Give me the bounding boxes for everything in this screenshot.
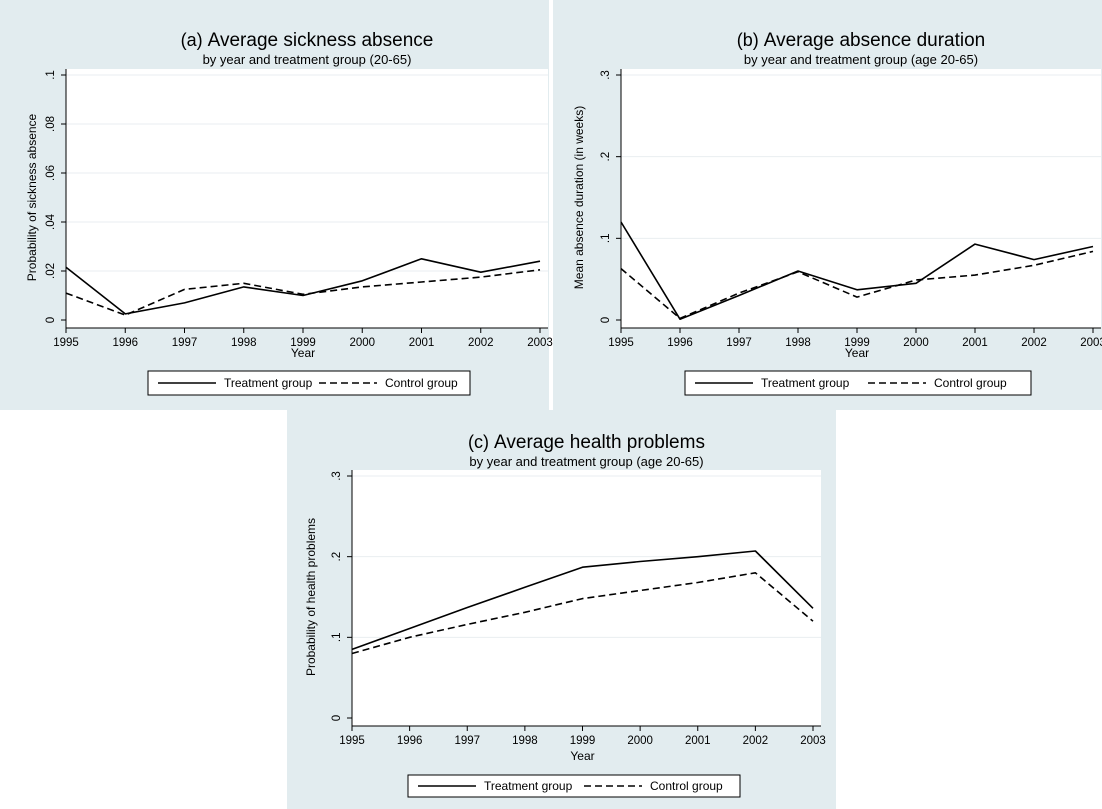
y-tick-label: 0 [45,317,57,323]
y-tick-label: .04 [45,213,57,230]
chart-title-prefix: (b) [737,30,759,50]
x-tick-label: 1995 [53,337,79,349]
chart-title-prefix: (a) [181,30,203,50]
x-tick-label: 1998 [512,735,538,747]
chart-title-prefix: (c) [468,432,489,452]
y-tick-label: 0 [600,317,612,323]
y-tick-label: .3 [600,70,612,80]
y-tick-label: .3 [331,471,343,481]
y-tick-label: .1 [45,70,57,80]
x-tick-label: 1999 [844,337,870,349]
y-tick-label: .08 [45,116,57,132]
chart-title-text: Average absence duration [764,30,985,51]
y-axis-label: Probability of health problems [304,518,318,676]
legend-label: Control group [385,376,458,390]
x-tick-label: 2000 [627,735,653,747]
series-line-treatment [65,257,541,315]
chart-panel-b: (b) Average absence duration by year and t… [553,0,1102,410]
x-tick-label: 1998 [231,337,257,349]
y-tick-label: 0 [331,715,343,721]
y-tick-label: .1 [331,633,343,643]
chart-title-text: Average health problems [494,432,705,453]
x-tick-label: 1997 [172,337,198,349]
x-axis-label: Year [845,346,869,360]
series-line-control [65,269,541,316]
x-axis-label: Year [570,749,594,763]
series-line-treatment [620,221,1094,321]
legend-box [407,774,741,798]
y-tick-label: .2 [600,152,612,162]
chart-title: (b) Average absence duration [737,30,985,51]
x-tick-label: 2002 [743,735,769,747]
plot-area [621,69,1101,328]
y-tick-label: .1 [600,234,612,244]
x-tick-label: 2002 [1021,337,1047,349]
x-tick-label: 2000 [903,337,929,349]
x-tick-label: 1997 [454,735,480,747]
series-line-treatment [351,550,814,651]
x-tick-label: 2001 [685,735,711,747]
x-tick-label: 1995 [608,337,634,349]
x-tick-label: 2003 [527,337,553,349]
x-tick-label: 2001 [962,337,988,349]
x-tick-label: 1998 [785,337,811,349]
x-tick-label: 2000 [349,337,375,349]
y-tick-label: .02 [45,263,57,279]
chart-panel-a: (a) Average sickness absence by year and t… [0,0,553,410]
legend-label: Control group [650,779,723,793]
y-tick-label: .2 [331,552,343,562]
y-axis-label: Probability of sickness absence [25,113,39,281]
chart-title: (c) Average health problems [468,432,705,453]
x-tick-label: 2001 [409,337,435,349]
plot-area [352,470,821,726]
chart-subtitle: by year and treatment group (20-65) [203,52,412,67]
legend-label: Treatment group [484,779,573,793]
x-tick-label: 1999 [570,735,596,747]
chart-subtitle: by year and treatment group (age 20-65) [744,52,978,67]
x-tick-label: 1995 [339,735,365,747]
x-tick-label: 1997 [726,337,752,349]
x-tick-label: 1996 [397,735,423,747]
x-tick-label: 2002 [468,337,494,349]
chart-title-text: Average sickness absence [208,30,434,51]
chart-subtitle: by year and treatment group (age 20-65) [469,454,703,469]
plot-area [66,69,548,328]
legend-label: Treatment group [224,376,313,390]
series-line-control [351,572,814,655]
x-axis-label: Year [291,346,315,360]
x-tick-label: 1996 [112,337,138,349]
y-axis-label: Mean absence duration (in weeks) [572,106,586,289]
x-tick-label: 1999 [290,337,316,349]
y-tick-label: .06 [45,165,57,181]
legend-label: Treatment group [761,376,850,390]
chart-panel-c: (c) Average health problems by year and tr… [287,410,836,809]
x-tick-label: 2003 [800,735,826,747]
x-tick-label: 1996 [667,337,693,349]
legend-label: Control group [934,376,1007,390]
series-line-control [620,250,1094,320]
x-tick-label: 2003 [1080,337,1102,349]
chart-title: (a) Average sickness absence [181,30,434,51]
